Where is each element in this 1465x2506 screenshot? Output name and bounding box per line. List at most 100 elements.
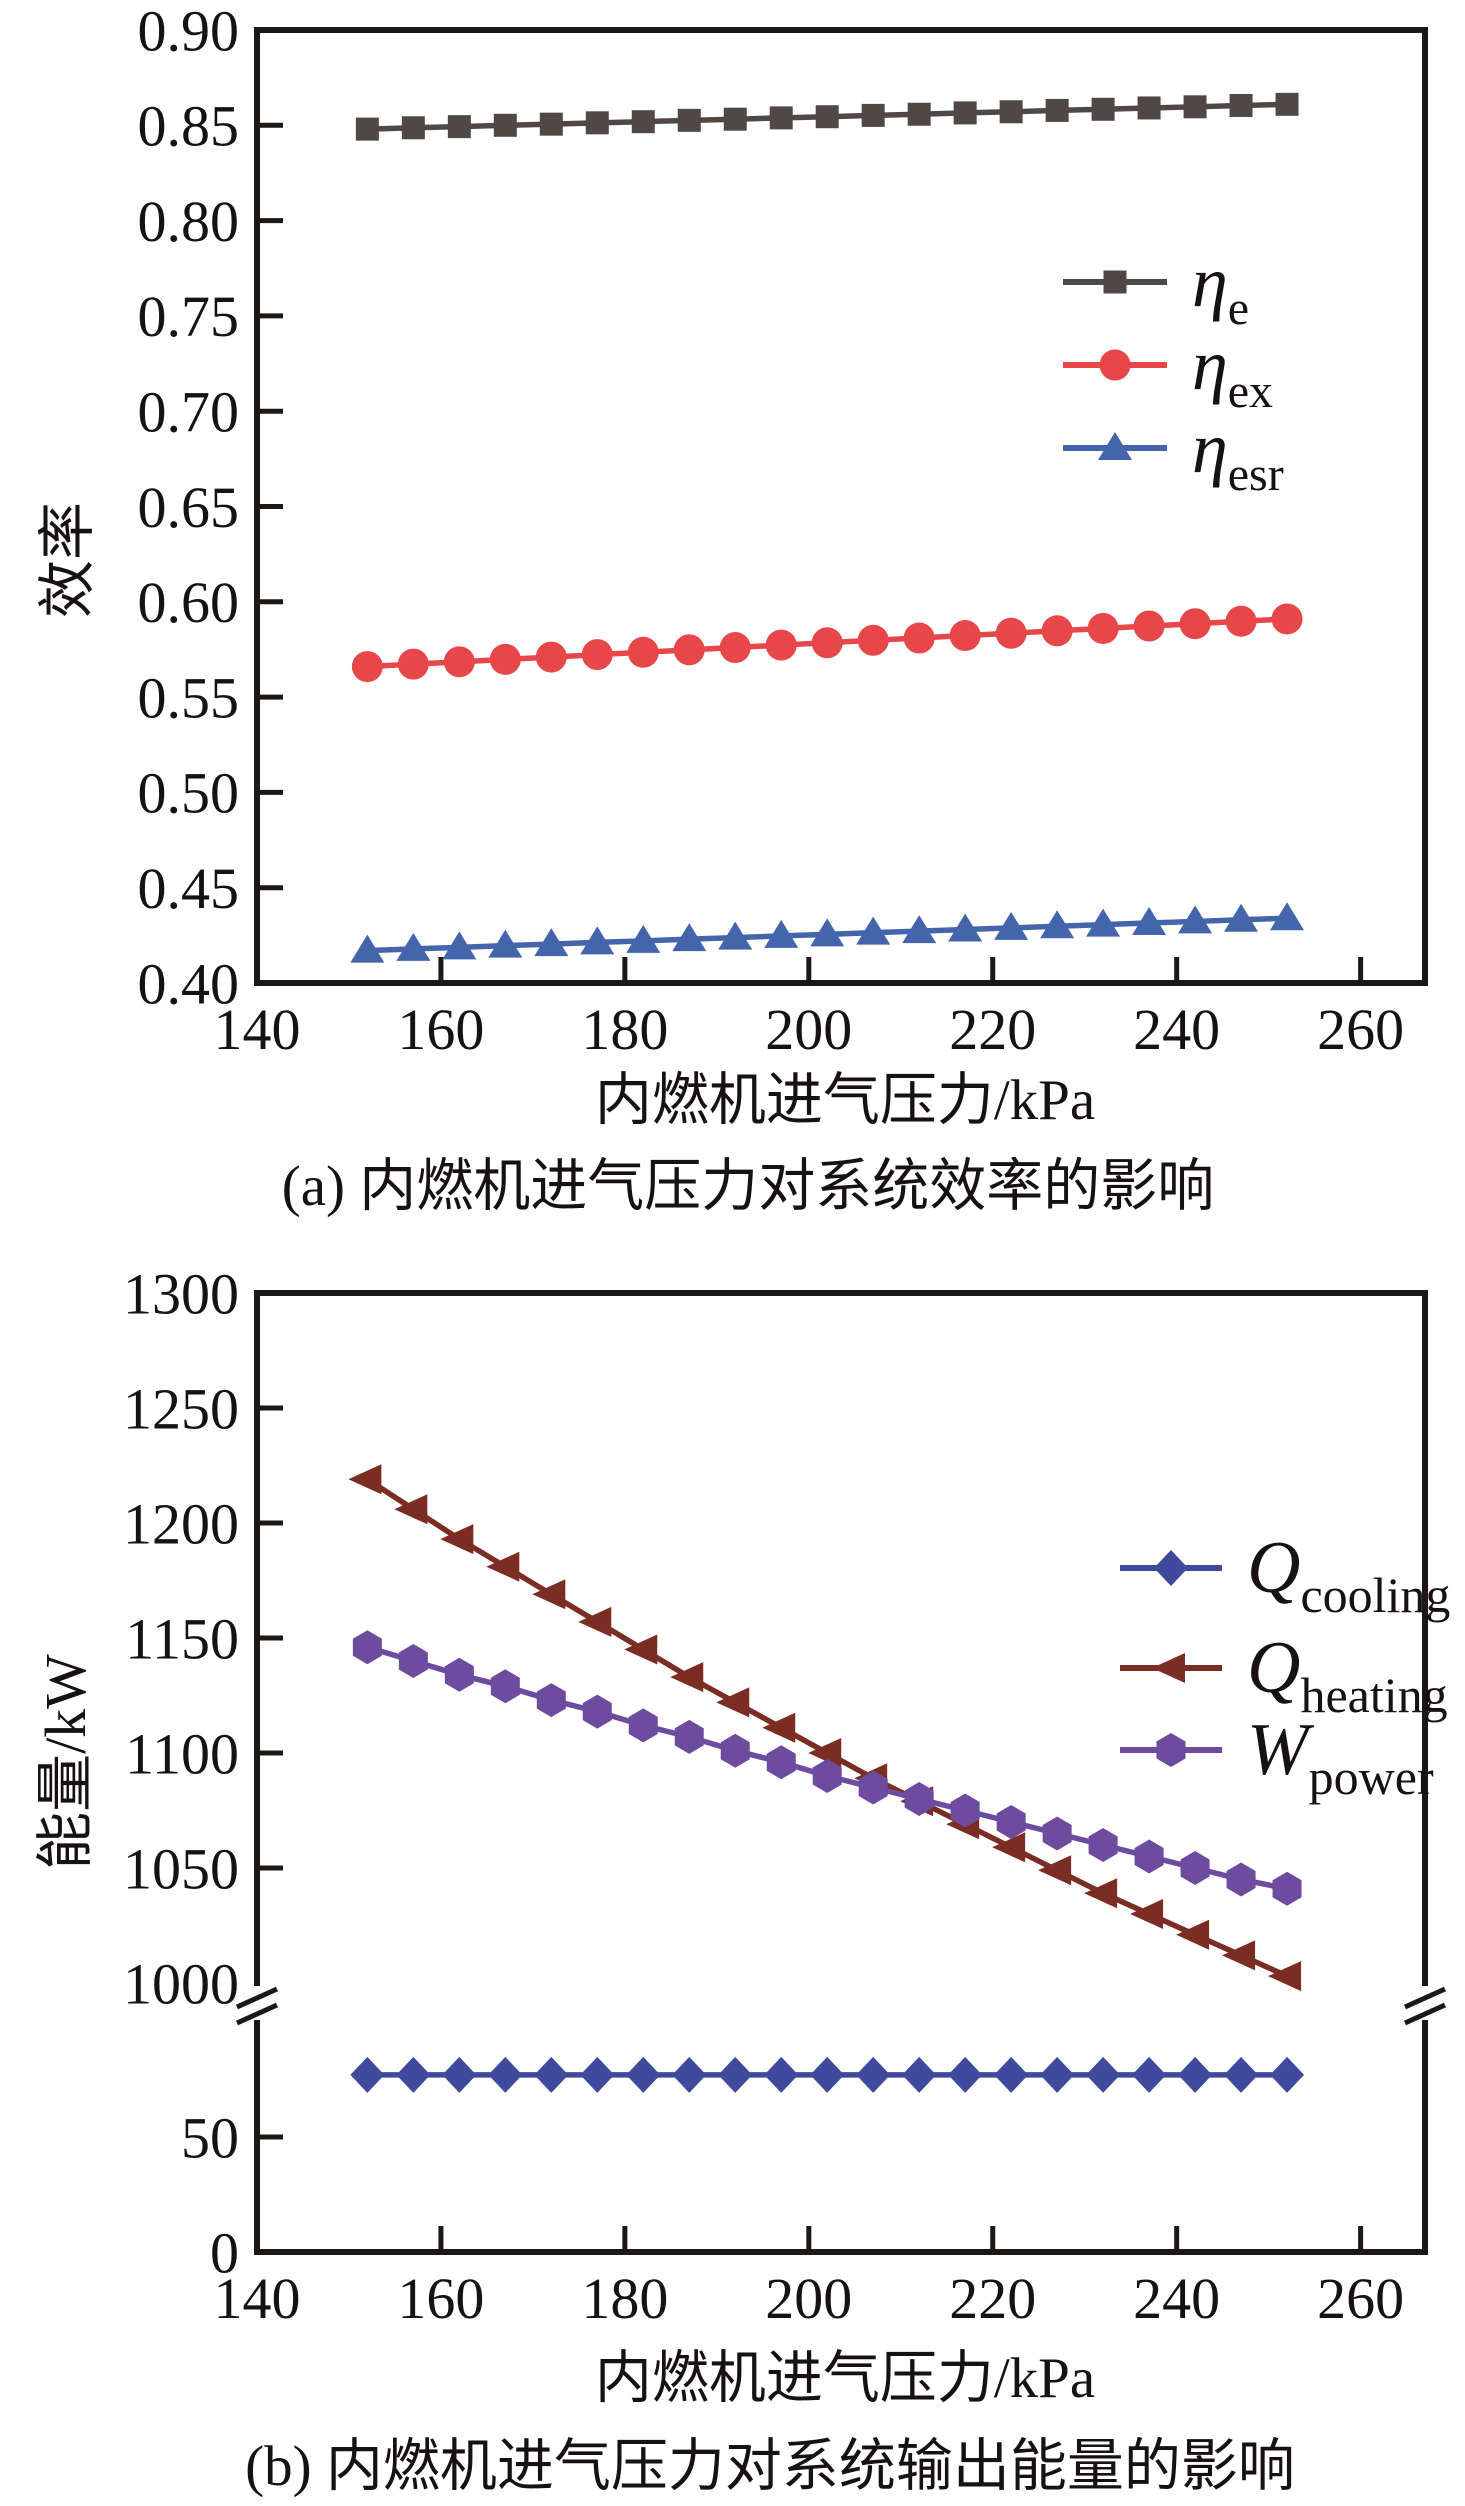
- x-tick-label: 200: [765, 997, 852, 1062]
- marker-hexagon-w-power: [812, 1759, 842, 1793]
- x-tick-label: 180: [581, 2266, 668, 2331]
- marker-triangle-left-q-heating: [624, 1634, 658, 1665]
- series-line-q-heating: [365, 1476, 1289, 1979]
- marker-circle-eta-ex: [581, 639, 613, 671]
- marker-diamond-q-cooling: [1132, 2056, 1167, 2093]
- marker-hexagon-w-power: [1180, 1851, 1210, 1885]
- legend-item-q-heating: Qheating: [1120, 1627, 1448, 1723]
- series-w-power: [352, 1630, 1302, 1906]
- x-tick-label: 200: [765, 2266, 852, 2331]
- marker-diamond-q-cooling: [396, 2056, 431, 2093]
- y-tick-label: 0.60: [138, 570, 240, 635]
- legend-item-q-cooling: Qcooling: [1120, 1527, 1450, 1623]
- marker-diamond-q-cooling: [1086, 2056, 1121, 2093]
- marker-hexagon-w-power: [628, 1708, 658, 1743]
- marker-circle-eta-ex: [995, 617, 1027, 649]
- marker-circle-eta-ex: [857, 624, 889, 656]
- chart-b: 140 160 180 200 220 240 260 0 50 1000 1050 1100 1150…: [123, 1261, 1450, 2331]
- x-tick-label: 140: [214, 2266, 301, 2331]
- marker-circle-eta-ex: [719, 632, 751, 664]
- legend-label-q-cooling: Qcooling: [1247, 1527, 1450, 1623]
- marker-triangle-up-eta-esr: [856, 916, 891, 945]
- marker-triangle-up-eta-esr: [1132, 906, 1167, 935]
- marker-triangle-left-q-heating: [762, 1712, 796, 1743]
- y-tick-label: 50: [181, 2105, 239, 2170]
- marker-square-eta-e: [1229, 93, 1253, 117]
- marker-diamond-q-cooling: [580, 2056, 615, 2093]
- legend-label-q-heating: Qheating: [1247, 1627, 1448, 1723]
- plot-frame: [254, 27, 1428, 986]
- legend-label-main: η: [1192, 242, 1228, 322]
- marker-diamond-q-cooling: [810, 2056, 845, 2093]
- marker-triangle-left-q-heating: [1268, 1961, 1302, 1992]
- marker-triangle-left-q-heating: [394, 1494, 428, 1525]
- chart-a-xaxis-title: 内燃机进气压力/kPa: [594, 1069, 1096, 1132]
- marker-square-eta-e: [907, 102, 931, 126]
- axis-break-slash: [235, 1986, 279, 2010]
- marker-circle-eta-ex: [1133, 610, 1165, 642]
- axis-break-slash: [1403, 2002, 1447, 2026]
- legend-label-eta-e: ηe: [1192, 242, 1249, 335]
- marker-square-eta-e: [1137, 96, 1161, 120]
- marker-diamond-q-cooling: [994, 2056, 1029, 2093]
- chart-b-xaxis-title: 内燃机进气压力/kPa: [594, 2347, 1096, 2410]
- y-tick-label: 0.85: [138, 94, 240, 159]
- marker-triangle-left-q-heating: [1130, 1899, 1164, 1929]
- marker-diamond-q-cooling: [764, 2056, 799, 2093]
- marker-hexagon-w-power: [720, 1733, 750, 1768]
- legend-label-w-power: Wpower: [1247, 1709, 1434, 1805]
- marker-circle-eta-ex: [1087, 612, 1119, 644]
- marker-diamond-q-cooling: [672, 2056, 707, 2093]
- y-tick-label: 1200: [123, 1491, 239, 1556]
- marker-circle-eta-ex: [903, 622, 935, 654]
- marker-hexagon-w-power: [490, 1669, 520, 1704]
- x-tick-label: 240: [1133, 2266, 1220, 2331]
- marker-square-eta-e: [631, 110, 655, 134]
- y-tick-label: 0.45: [138, 856, 240, 921]
- marker-triangle-left-q-heating: [532, 1579, 566, 1610]
- marker-square-eta-e: [999, 100, 1023, 124]
- y-tick-label: 1000: [123, 1951, 239, 2016]
- marker-triangle-up-eta-esr: [626, 924, 661, 953]
- marker-diamond-q-cooling: [350, 2056, 385, 2093]
- legend-label-main: W: [1247, 1709, 1315, 1791]
- marker-circle-eta-ex: [1179, 608, 1211, 640]
- marker-circle-eta-ex: [443, 646, 475, 678]
- marker-triangle-up-eta-esr: [948, 913, 983, 942]
- marker-circle-eta-ex: [351, 651, 383, 683]
- marker-triangle-left-q-heating: [808, 1738, 842, 1768]
- y-tick-label: 0.90: [138, 0, 240, 63]
- legend-item-w-power: Wpower: [1120, 1709, 1434, 1805]
- marker-hexagon-w-power: [582, 1694, 612, 1729]
- y-tick-label: 1300: [123, 1261, 239, 1326]
- y-tick-label: 0.40: [138, 951, 240, 1016]
- marker-triangle-up-eta-esr: [580, 926, 615, 955]
- chart-b-plot: 140 160 180 200 220 240 260 0 50 1000 1050 1100 1150…: [123, 1261, 1450, 2331]
- marker-diamond-q-cooling: [1040, 2056, 1075, 2093]
- legend-marker-diamond-q-cooling: [1154, 1550, 1188, 1586]
- chart-a-plot: 140 160 180 200 220 240 260 0.40 0.45 0.50 0.55 0.6…: [138, 0, 1428, 1062]
- plot-frame: [254, 1290, 1428, 2255]
- legend-label-main: Q: [1247, 1627, 1300, 1709]
- legend-marker-square-eta-e: [1103, 270, 1127, 294]
- marker-diamond-q-cooling: [534, 2056, 569, 2093]
- legend-marker-triangle-up-eta-esr: [1098, 432, 1132, 460]
- marker-triangle-up-eta-esr: [534, 928, 569, 957]
- marker-triangle-up-eta-esr: [1086, 908, 1121, 937]
- marker-hexagon-w-power: [766, 1745, 796, 1780]
- marker-triangle-up-eta-esr: [994, 911, 1029, 940]
- marker-square-eta-e: [585, 111, 609, 135]
- marker-diamond-q-cooling: [626, 2056, 661, 2093]
- marker-square-eta-e: [677, 108, 701, 132]
- legend-label-main: Q: [1247, 1527, 1300, 1609]
- chart-a-yaxis-title: 效率: [35, 501, 100, 619]
- marker-triangle-left-q-heating: [716, 1687, 750, 1718]
- marker-circle-eta-ex: [489, 643, 521, 675]
- marker-hexagon-w-power: [398, 1644, 428, 1678]
- marker-square-eta-e: [1275, 92, 1299, 116]
- marker-circle-eta-ex: [673, 634, 705, 666]
- x-tick-label: 240: [1133, 997, 1220, 1062]
- legend-label-sub: ex: [1228, 365, 1273, 418]
